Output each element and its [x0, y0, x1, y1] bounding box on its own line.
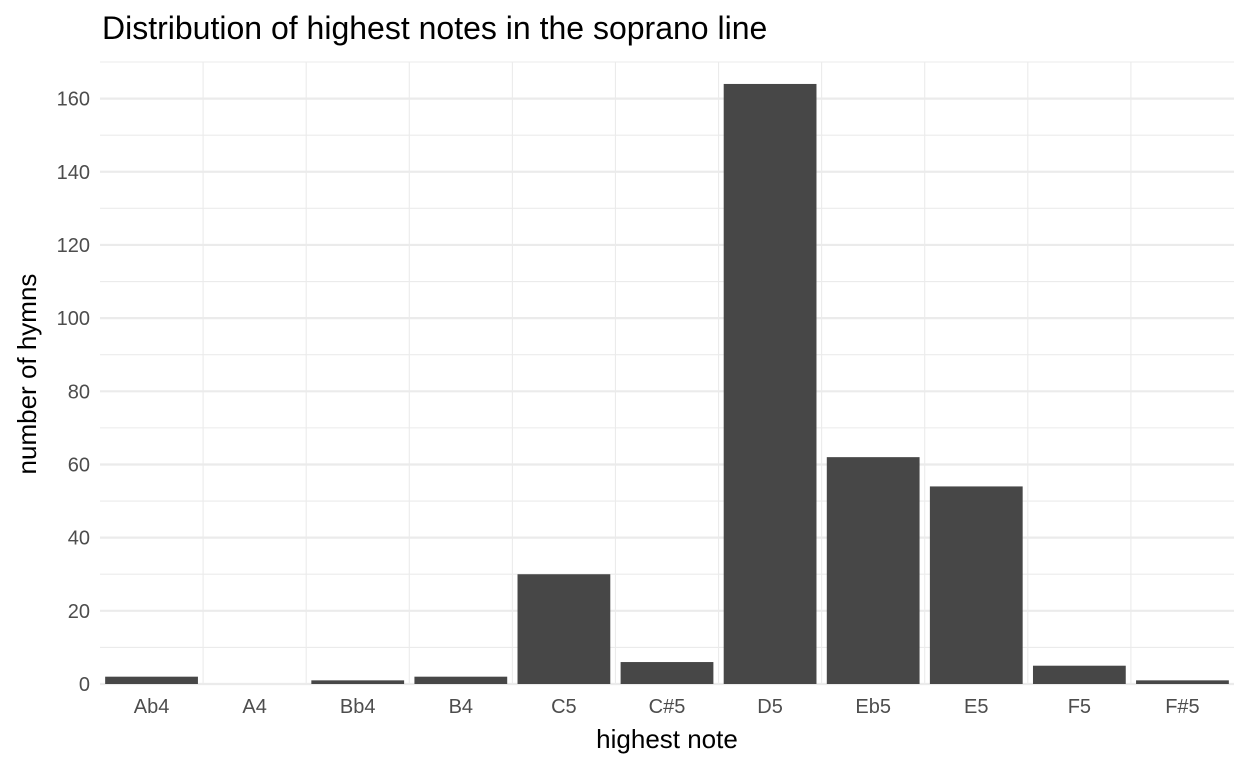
y-axis-title: number of hymns [12, 274, 42, 475]
y-tick-label: 40 [68, 528, 90, 550]
chart-title: Distribution of highest notes in the sop… [102, 10, 767, 46]
x-tick-label: C#5 [649, 696, 686, 718]
x-tick-label: A4 [242, 696, 266, 718]
x-tick-label: D5 [757, 696, 783, 718]
y-tick-label: 0 [79, 674, 90, 696]
x-tick-label: C5 [551, 696, 577, 718]
y-tick-label: 140 [57, 162, 90, 184]
y-tick-label: 20 [68, 601, 90, 623]
x-tick-label: Eb5 [855, 696, 891, 718]
bar-d5 [723, 83, 817, 684]
grid-lines [100, 61, 1234, 686]
x-tick-label: B4 [449, 696, 473, 718]
x-axis-ticks: Ab4 A4 Bb4 B4 C5 C#5 D5 Eb5 E5 F5 F#5 [134, 696, 1200, 718]
y-tick-label: 80 [68, 381, 90, 403]
bar-e5 [929, 486, 1023, 684]
y-tick-label: 160 [57, 89, 90, 111]
y-tick-label: 100 [57, 308, 90, 330]
x-tick-label: F5 [1068, 696, 1091, 718]
bar-csharp5 [620, 662, 714, 684]
bar-fsharp5 [1136, 680, 1229, 684]
bar-f5 [1032, 665, 1126, 684]
bar-c5 [517, 574, 611, 684]
bar-eb5 [826, 457, 920, 684]
y-tick-label: 120 [57, 235, 90, 257]
x-tick-label: Ab4 [134, 696, 170, 718]
x-tick-label: F#5 [1165, 696, 1199, 718]
y-axis-ticks: 0 20 40 60 80 100 120 140 160 [57, 89, 90, 696]
x-tick-label: E5 [964, 696, 988, 718]
bar-b4 [414, 676, 508, 684]
bar-ab4 [105, 676, 198, 684]
x-axis-title: highest note [596, 724, 738, 754]
y-tick-label: 60 [68, 454, 90, 476]
bar-bb4 [311, 680, 405, 684]
x-tick-label: Bb4 [340, 696, 376, 718]
bars [105, 83, 1229, 684]
